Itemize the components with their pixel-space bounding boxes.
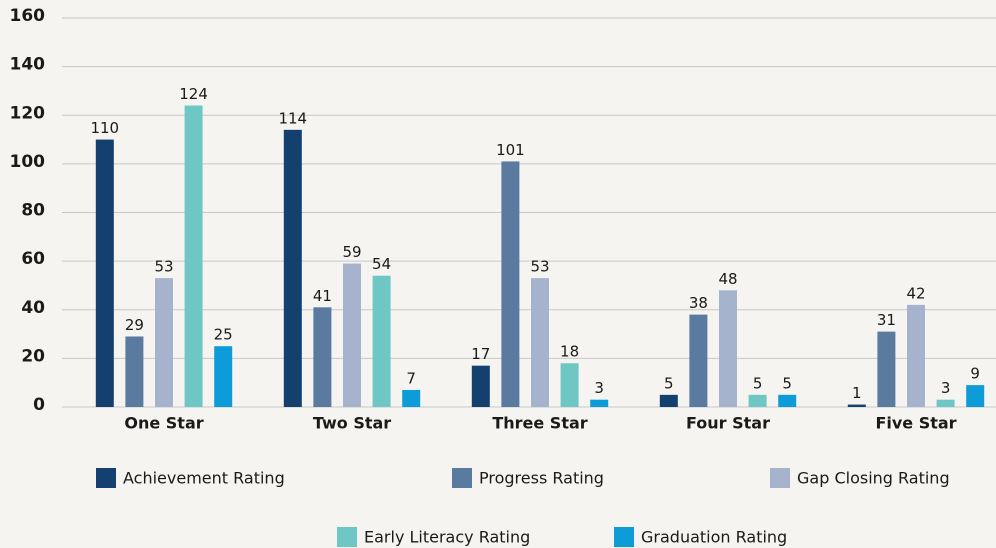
value-label: 114 [278, 109, 307, 127]
legend-label: Gap Closing Rating [797, 469, 950, 488]
x-tick-label: Three Star [492, 414, 587, 433]
value-label: 5 [664, 374, 674, 392]
value-label: 124 [179, 85, 208, 103]
bar [907, 304, 925, 407]
bar [501, 161, 520, 407]
bar [778, 394, 797, 407]
value-label: 3 [941, 379, 951, 397]
bar [590, 399, 609, 407]
value-label: 5 [782, 374, 792, 392]
value-label: 59 [342, 243, 361, 261]
bar [214, 346, 233, 407]
bar [343, 263, 361, 407]
y-tick-label: 100 [10, 152, 46, 172]
bar [659, 394, 678, 407]
value-label: 101 [496, 141, 525, 159]
legend-swatch [337, 527, 357, 547]
y-tick-label: 160 [10, 6, 46, 26]
bar [936, 399, 955, 407]
value-label: 18 [560, 343, 579, 361]
value-label: 54 [372, 255, 391, 273]
bar [184, 105, 203, 408]
value-label: 29 [125, 316, 144, 334]
y-tick-label: 0 [33, 395, 45, 415]
bar [155, 278, 173, 407]
value-label: 110 [90, 119, 119, 137]
value-label: 48 [718, 270, 737, 288]
bar [966, 385, 985, 407]
value-label: 25 [214, 326, 233, 344]
y-tick-label: 120 [10, 103, 46, 123]
value-label: 41 [313, 287, 332, 305]
bar [125, 336, 144, 407]
bar [95, 139, 114, 407]
legend-label: Graduation Rating [641, 528, 787, 547]
y-tick-label: 140 [10, 55, 46, 75]
value-label: 38 [689, 294, 708, 312]
value-label: 1 [852, 384, 862, 402]
legend-swatch [770, 468, 790, 488]
y-tick-label: 60 [21, 249, 45, 269]
value-label: 5 [753, 374, 763, 392]
value-label: 7 [406, 369, 416, 387]
value-label: 53 [154, 258, 173, 276]
value-label: 31 [877, 311, 896, 329]
value-label: 3 [594, 379, 604, 397]
bar [471, 365, 490, 407]
value-label: 42 [906, 284, 925, 302]
bar [402, 389, 421, 407]
x-tick-label: One Star [124, 414, 203, 433]
legend-swatch [614, 527, 634, 547]
legend-swatch [96, 468, 116, 488]
y-tick-label: 40 [21, 298, 45, 318]
legend-swatch [452, 468, 472, 488]
bar [313, 307, 332, 407]
legend-label: Progress Rating [479, 469, 604, 488]
bar [560, 363, 579, 407]
value-label: 17 [471, 345, 490, 363]
bar [719, 290, 737, 407]
y-tick-label: 80 [21, 201, 45, 221]
value-label: 53 [530, 258, 549, 276]
bar [283, 129, 302, 407]
x-tick-label: Four Star [686, 414, 770, 433]
x-tick-label: Five Star [875, 414, 956, 433]
legend-label: Achievement Rating [123, 469, 285, 488]
bar [689, 314, 708, 407]
bar [877, 331, 896, 407]
bar [748, 394, 767, 407]
x-tick-label: Two Star [313, 414, 391, 433]
value-label: 9 [970, 365, 980, 383]
legend-label: Early Literacy Rating [364, 528, 530, 547]
y-tick-label: 20 [21, 346, 45, 366]
bar [847, 404, 866, 407]
bar [372, 275, 391, 407]
bar [531, 278, 549, 407]
